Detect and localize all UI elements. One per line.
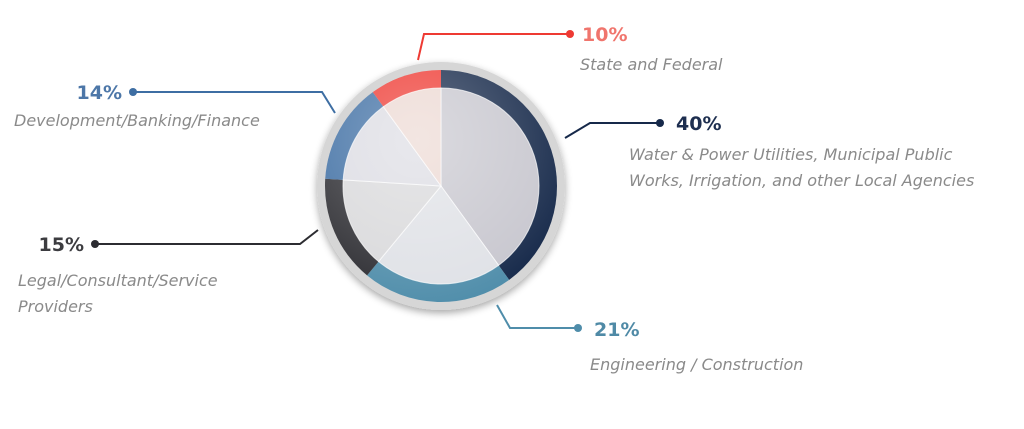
- slice-value-label-3: 15%: [39, 234, 84, 256]
- slice-category-label-4-line-1: Development/Banking/Finance: [14, 111, 260, 130]
- leader-dot-1: [656, 119, 664, 127]
- slice-category-label-3-line-1: Legal/Consultant/Service: [18, 271, 218, 290]
- slice-value-label-2: 21%: [594, 319, 639, 341]
- leader-line-3: [95, 229, 319, 245]
- slice-category-label-3-line-2: Providers: [18, 297, 93, 316]
- leader-dot-2: [574, 324, 582, 332]
- leader-line-4: [133, 91, 336, 114]
- leader-line-2: [496, 304, 578, 329]
- leader-line-5: [417, 33, 570, 61]
- slice-category-label-1-line-2: Works, Irrigation, and other Local Agenc…: [629, 171, 974, 190]
- slice-category-label-2-line-1: Engineering / Construction: [590, 355, 803, 374]
- pie-gloss: [325, 70, 557, 302]
- slice-category-label-1-line-1: Water & Power Utilities, Municipal Publi…: [629, 145, 953, 164]
- leader-line-1: [564, 122, 660, 139]
- leader-dot-5: [566, 30, 574, 38]
- slice-value-label-5: 10%: [582, 24, 627, 46]
- leader-dot-3: [91, 240, 99, 248]
- slice-category-label-5-line-1: State and Federal: [580, 55, 723, 74]
- slice-value-label-1: 40%: [676, 113, 721, 135]
- slice-value-label-4: 14%: [77, 82, 122, 104]
- leader-dot-4: [129, 88, 137, 96]
